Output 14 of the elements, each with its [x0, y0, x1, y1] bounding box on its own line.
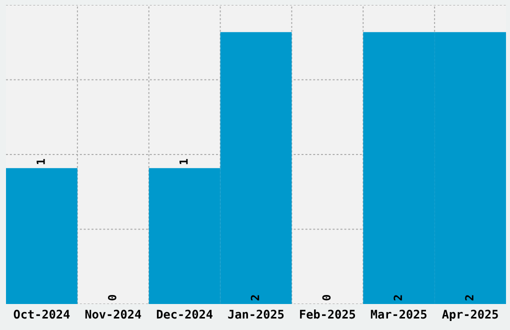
- x-tick-label: Jan-2025: [228, 310, 284, 319]
- x-tick-label: Dec-2024: [156, 310, 212, 319]
- x-tick-label: Apr-2025: [442, 310, 498, 321]
- data-label: 2: [465, 295, 474, 300]
- x-tick-label: Feb-2025: [300, 310, 356, 319]
- data-label: 2: [250, 295, 260, 300]
- data-label: 1: [180, 158, 188, 164]
- data-label: 1: [36, 158, 45, 164]
- x-tick-label: Mar-2025: [370, 310, 426, 319]
- data-label: 2: [394, 295, 402, 300]
- data-label: 0: [108, 294, 116, 300]
- x-tick-label: Oct-2024: [14, 310, 70, 319]
- data-label: 0: [322, 294, 331, 300]
- x-tick-label: Nov-2024: [85, 310, 142, 319]
